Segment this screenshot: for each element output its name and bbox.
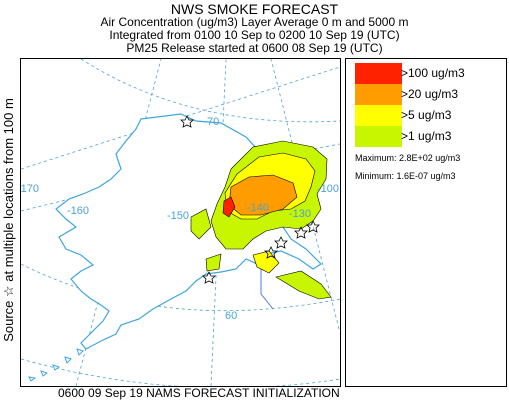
lon-label-neg140: -140 — [247, 202, 269, 214]
island-3 — [52, 364, 61, 371]
concentration-subtitle: Air Concentration (ug/m3) Layer Average … — [100, 15, 409, 29]
legend-swatch-gt100 — [355, 63, 402, 84]
legend-label-gt20: >20 ug/m3 — [401, 87, 459, 101]
island-2 — [64, 356, 72, 364]
integration-period: Integrated from 0100 10 Sep to 0200 10 S… — [109, 28, 400, 42]
release-start: PM25 Release started at 0600 08 Sep 19 (… — [126, 41, 383, 55]
smoke-map: 70 60 -170 -160 -150 -140 -130 -100 — [20, 58, 341, 387]
latitude-line-70 — [80, 59, 340, 123]
lat-label-70: 70 — [207, 116, 219, 128]
source-star-5 — [306, 220, 320, 233]
contour-gt100 — [222, 196, 236, 218]
plume-fragment-a — [190, 208, 212, 240]
legend-item-gt20: >20 ug/m3 — [355, 84, 500, 105]
latitude-line-60 — [21, 263, 340, 312]
lon-label-neg100: -100 — [317, 183, 339, 195]
lon-label-neg130: -130 — [289, 208, 311, 220]
aleutian-islands — [28, 348, 84, 382]
legend-swatch-gt1 — [355, 126, 402, 147]
island-5 — [28, 376, 37, 382]
source-star-4 — [294, 226, 308, 239]
legend-label-gt1: >1 ug/m3 — [401, 129, 452, 143]
forecast-initialization: 0600 09 Sep 19 NAMS FORECAST INITIALIZAT… — [58, 386, 340, 400]
map-canvas: 70 60 -170 -160 -150 -140 -130 -100 — [21, 59, 340, 386]
island-4 — [40, 370, 49, 377]
minimum-value: Minimum: 1.6E-07 ug/m3 — [355, 171, 456, 181]
lon-label-neg160: -160 — [67, 205, 89, 217]
legend-item-gt1: >1 ug/m3 — [355, 126, 500, 147]
forecast-title: NWS SMOKE FORECAST — [170, 1, 339, 17]
maximum-value: Maximum: 2.8E+02 ug/m3 — [355, 153, 461, 163]
source-star-3 — [274, 236, 288, 249]
smoke-plume — [190, 140, 332, 300]
lon-label-neg150: -150 — [167, 210, 189, 222]
plume-fragment-b — [205, 253, 222, 272]
legend-label-gt5: >5 ug/m3 — [401, 108, 452, 122]
plume-fragment-d — [252, 250, 280, 274]
legend-item-gt100: >100 ug/m3 — [355, 63, 500, 84]
concentration-legend: >100 ug/m3 >20 ug/m3 >5 ug/m3 >1 ug/m3 M… — [345, 58, 507, 387]
lon-label-neg170: -170 — [21, 183, 39, 195]
source-star-2 — [202, 271, 216, 284]
plume-fragment-c — [275, 270, 332, 300]
lat-label-60: 60 — [225, 310, 237, 322]
legend-swatch-gt5 — [355, 105, 402, 126]
contour-gt20 — [228, 174, 298, 216]
source-location-label: Source ☆ at multiple locations from 100 … — [1, 98, 16, 342]
source-star-6 — [264, 246, 278, 259]
legend-item-gt5: >5 ug/m3 — [355, 105, 500, 126]
source-markers — [180, 115, 320, 284]
latitude-line-50 — [21, 358, 340, 386]
longitude-line-1 — [21, 66, 340, 170]
legend-label-gt100: >100 ug/m3 — [401, 66, 465, 80]
island-1 — [76, 348, 84, 356]
legend-swatch-gt20 — [355, 84, 402, 105]
source-star-1 — [180, 115, 194, 128]
